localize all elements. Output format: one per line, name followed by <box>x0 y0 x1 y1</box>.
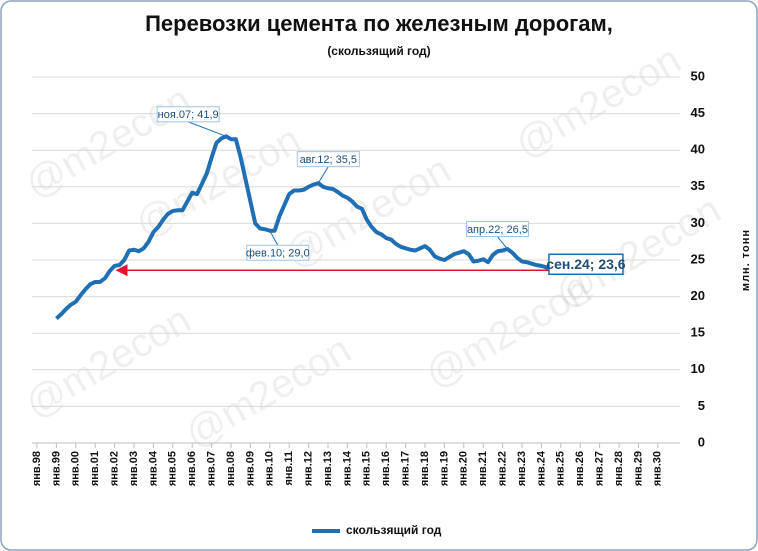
y-tick-label: 35 <box>691 178 705 193</box>
y-tick-label: 30 <box>691 215 705 230</box>
x-tick-label: янв.02 <box>109 451 121 486</box>
x-tick-label: янв.15 <box>361 451 373 486</box>
callout-box <box>156 106 220 123</box>
chart-title: Перевозки цемента по железным дорогам, <box>145 11 613 36</box>
x-tick-label: янв.09 <box>244 451 256 486</box>
x-tick-label: янв.28 <box>613 451 625 486</box>
y-tick-label: 25 <box>691 251 705 266</box>
x-tick-label: янв.99 <box>50 451 62 486</box>
x-tick-label: янв.21 <box>477 451 489 486</box>
x-tick-label: янв.20 <box>458 451 470 486</box>
x-tick-label: янв.00 <box>70 451 82 486</box>
callout-line <box>187 121 227 137</box>
y-tick-label: 5 <box>698 398 705 413</box>
annotation: сен.24; 23,6 <box>546 256 626 272</box>
x-tick-label: янв.23 <box>516 451 528 486</box>
x-tick-label: янв.04 <box>147 450 159 486</box>
x-tick-label: янв.13 <box>322 451 334 486</box>
chart-subtitle: (скользящий год) <box>327 44 430 58</box>
x-tick-label: янв.22 <box>497 451 509 486</box>
callout-box <box>296 151 360 168</box>
y-tick-label: 10 <box>691 361 705 376</box>
x-tick-label: янв.98 <box>31 451 43 486</box>
callout-line <box>269 230 279 246</box>
x-tick-label: янв.03 <box>128 451 140 486</box>
x-tick-label: янв.27 <box>594 451 606 486</box>
y-tick-label: 50 <box>691 68 705 83</box>
y-tick-label: 15 <box>691 325 705 340</box>
y-axis-label: млн. тонн <box>740 229 752 291</box>
x-tick-label: янв.30 <box>652 451 664 486</box>
y-tick-label: 45 <box>691 105 705 120</box>
y-tick-label: 40 <box>691 142 705 157</box>
legend-label: скользящий год <box>346 523 442 537</box>
x-tick-label: янв.17 <box>400 451 412 486</box>
x-tick-label: янв.16 <box>380 451 392 486</box>
x-tick-label: янв.24 <box>535 450 547 486</box>
x-tick-label: янв.08 <box>225 451 237 486</box>
y-tick-label: 0 <box>698 434 705 449</box>
x-tick-label: янв.25 <box>555 451 567 486</box>
x-tick-label: янв.06 <box>186 451 198 486</box>
x-tick-label: янв.29 <box>632 451 644 486</box>
x-tick-label: янв.10 <box>264 451 276 486</box>
x-tick-label: янв.14 <box>341 450 353 486</box>
x-tick-label: янв.11 <box>283 451 295 486</box>
annotation: апр.22; 26,5 <box>467 224 528 236</box>
x-tick-label: янв.12 <box>303 451 315 486</box>
y-tick-label: 20 <box>691 288 705 303</box>
x-tick-label: янв.19 <box>438 451 450 486</box>
callout-box <box>548 253 624 275</box>
series-line <box>55 134 557 321</box>
annotation: авг.12; 35,5 <box>300 154 357 166</box>
callout-line <box>317 166 329 184</box>
annotation: фев.10; 29,0 <box>246 248 310 260</box>
callout-box <box>246 244 310 261</box>
x-tick-label: янв.26 <box>574 451 586 486</box>
x-tick-label: янв.18 <box>419 451 431 486</box>
x-tick-label: янв.01 <box>89 451 101 486</box>
callout-line <box>497 236 508 250</box>
x-tick-label: янв.05 <box>167 451 179 486</box>
x-tick-label: янв.07 <box>206 451 218 486</box>
annotation: ноя.07; 41,9 <box>158 109 219 121</box>
callout-box <box>465 221 529 238</box>
